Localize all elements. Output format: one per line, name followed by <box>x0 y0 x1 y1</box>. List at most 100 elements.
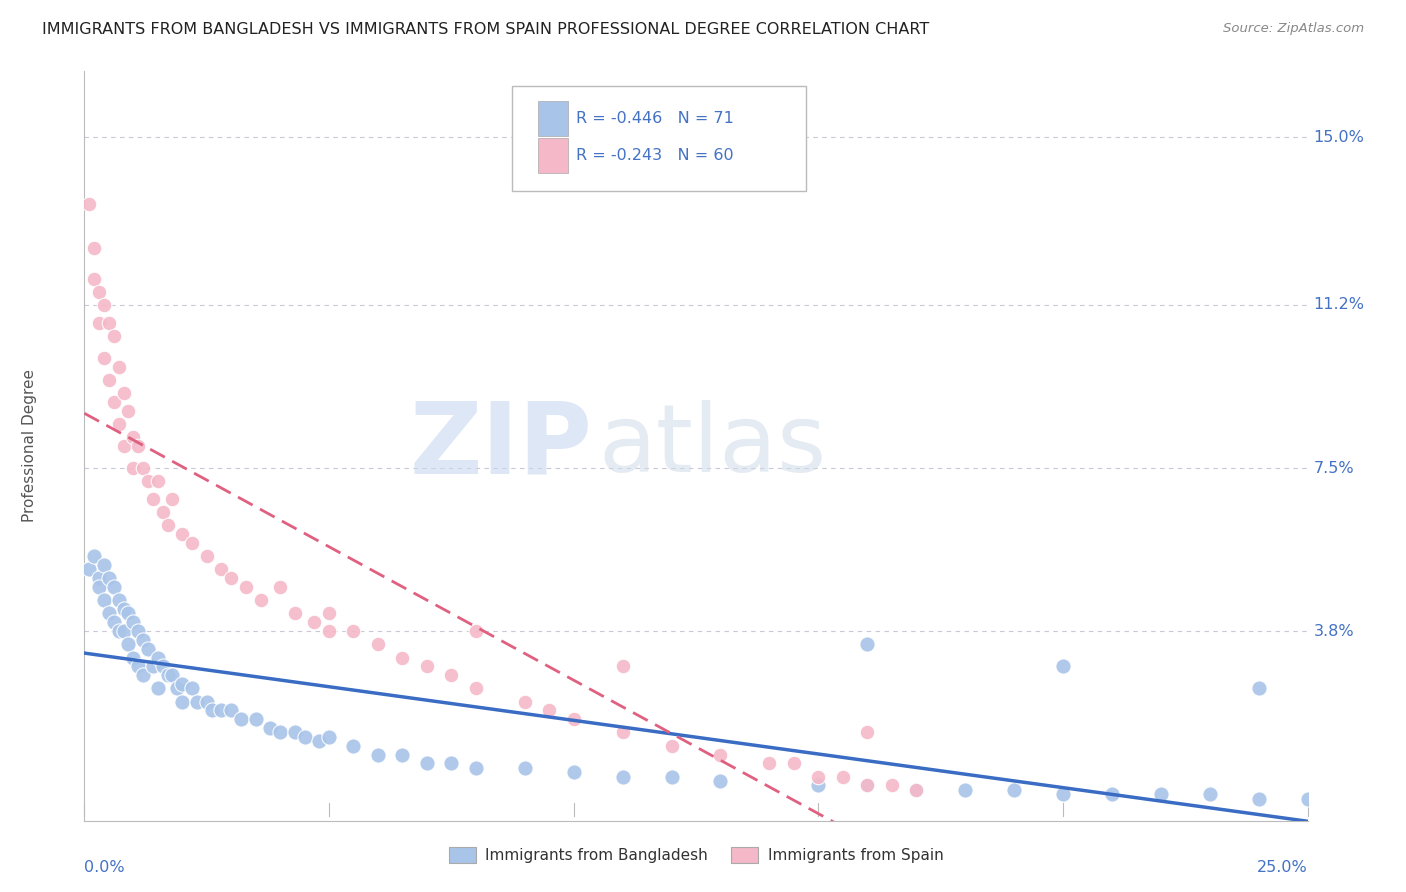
Point <box>152 505 174 519</box>
Point <box>156 668 179 682</box>
Text: 3.8%: 3.8% <box>1313 624 1354 639</box>
Point <box>87 285 110 299</box>
Point <box>209 703 232 717</box>
Point <box>856 637 879 651</box>
Point <box>318 607 340 621</box>
Text: 0.0%: 0.0% <box>84 860 125 875</box>
Point <box>513 761 536 775</box>
Point <box>391 650 413 665</box>
Point <box>127 439 149 453</box>
Point <box>127 624 149 639</box>
Point <box>132 668 155 682</box>
Point <box>136 475 159 489</box>
Point <box>1247 681 1270 696</box>
Text: atlas: atlas <box>598 400 827 492</box>
Point <box>807 778 830 792</box>
Text: Source: ZipAtlas.com: Source: ZipAtlas.com <box>1223 22 1364 36</box>
Point <box>156 518 179 533</box>
Point <box>112 624 135 639</box>
Point <box>464 624 486 639</box>
Point <box>294 730 316 744</box>
Point <box>87 316 110 330</box>
Point <box>97 316 120 330</box>
Point <box>661 770 683 784</box>
Point <box>93 593 115 607</box>
FancyBboxPatch shape <box>513 87 806 191</box>
Point <box>103 615 125 630</box>
Point <box>181 681 204 696</box>
Point <box>342 624 364 639</box>
Point <box>953 782 976 797</box>
Point <box>342 739 364 753</box>
Point <box>117 637 139 651</box>
Point <box>709 747 731 762</box>
Point <box>166 681 188 696</box>
Point <box>318 730 340 744</box>
Point <box>112 439 135 453</box>
Point <box>807 770 830 784</box>
Point <box>83 241 105 255</box>
Point <box>93 558 115 572</box>
Point <box>162 491 184 506</box>
Point <box>195 549 218 564</box>
Point <box>856 778 879 792</box>
Point <box>612 770 634 784</box>
Point <box>758 756 780 771</box>
Point <box>200 703 222 717</box>
Point <box>245 712 267 726</box>
Point <box>195 695 218 709</box>
Point <box>83 271 105 285</box>
Point <box>1052 659 1074 673</box>
Text: 15.0%: 15.0% <box>1313 130 1365 145</box>
Point <box>77 196 100 211</box>
Point <box>132 461 155 475</box>
Point <box>304 615 326 630</box>
Point <box>831 770 853 784</box>
Point <box>905 782 928 797</box>
Point <box>181 536 204 550</box>
Point <box>249 593 271 607</box>
Point <box>112 386 135 401</box>
Point <box>172 527 194 541</box>
Point <box>880 778 903 792</box>
Point <box>269 725 291 739</box>
Point <box>391 747 413 762</box>
Point <box>612 725 634 739</box>
Point <box>235 580 257 594</box>
FancyBboxPatch shape <box>538 101 568 136</box>
Point <box>103 395 125 409</box>
Point <box>146 650 169 665</box>
Text: R = -0.446   N = 71: R = -0.446 N = 71 <box>576 112 734 126</box>
Point <box>107 624 129 639</box>
Point <box>1198 787 1220 801</box>
Point <box>77 562 100 576</box>
Point <box>440 668 463 682</box>
Point <box>229 712 252 726</box>
Point <box>146 681 169 696</box>
Point <box>122 461 145 475</box>
Point <box>464 761 486 775</box>
Point <box>132 632 155 647</box>
Point <box>97 571 120 585</box>
Text: R = -0.243   N = 60: R = -0.243 N = 60 <box>576 148 734 162</box>
Point <box>1052 787 1074 801</box>
Point <box>219 571 242 585</box>
Point <box>87 580 110 594</box>
Point <box>416 756 439 771</box>
Point <box>440 756 463 771</box>
Point <box>97 607 120 621</box>
Point <box>562 765 585 780</box>
FancyBboxPatch shape <box>538 137 568 173</box>
Point <box>172 677 194 691</box>
Point <box>856 778 879 792</box>
Point <box>142 659 165 673</box>
Point <box>209 562 232 576</box>
Point <box>259 721 281 735</box>
Point <box>122 430 145 444</box>
Point <box>1101 787 1123 801</box>
Text: 25.0%: 25.0% <box>1257 860 1308 875</box>
Text: Professional Degree: Professional Degree <box>22 369 37 523</box>
Point <box>269 580 291 594</box>
Point <box>219 703 242 717</box>
Point <box>152 659 174 673</box>
